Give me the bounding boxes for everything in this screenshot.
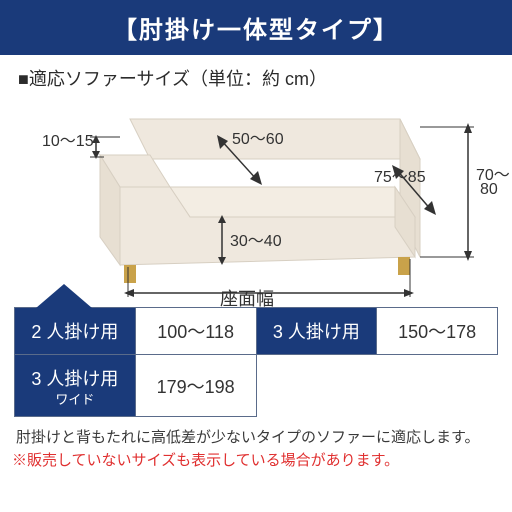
cell-empty bbox=[377, 355, 498, 417]
page-header: 【肘掛け一体型タイプ】 bbox=[0, 0, 512, 55]
size-table: 2 人掛け用 100～118 3 人掛け用 150～178 3 人掛け用 ワイド… bbox=[0, 307, 512, 417]
warning-text: ※販売していないサイズも表示している場合があります。 bbox=[0, 448, 512, 471]
table-row: 2 人掛け用 100～118 3 人掛け用 150～178 bbox=[15, 308, 498, 355]
cell-value-2seat: 100～118 bbox=[135, 308, 256, 355]
cell-value-3seat-wide: 179～198 bbox=[135, 355, 256, 417]
cell-label-3seat-wide-sub: ワイド bbox=[19, 393, 131, 406]
subheading: ■適応ソファーサイズ（単位：約 cm） bbox=[0, 55, 512, 97]
dim-arm-top: 10～15 bbox=[42, 127, 94, 151]
cell-label-3seat-wide: 3 人掛け用 ワイド bbox=[15, 355, 136, 417]
sofa-diagram: 10～15 50～60 30～40 75～85 70～ 80 座面幅 bbox=[0, 97, 512, 307]
cell-value-3seat: 150～178 bbox=[377, 308, 498, 355]
dim-arm-depth: 50～60 bbox=[232, 125, 284, 149]
dim-back-height-2: 80 bbox=[480, 181, 498, 199]
table-row: 3 人掛け用 ワイド 179～198 bbox=[15, 355, 498, 417]
dim-seat-height: 30～40 bbox=[230, 227, 282, 251]
note-text: 肘掛けと背もたれに高低差が少ないタイプのソファーに適応します。 bbox=[0, 417, 512, 448]
cell-label-2seat: 2 人掛け用 bbox=[15, 308, 136, 355]
cell-label-3seat-wide-main: 3 人掛け用 bbox=[31, 369, 118, 389]
cell-empty bbox=[256, 355, 377, 417]
cell-label-3seat: 3 人掛け用 bbox=[256, 308, 377, 355]
dim-seat-depth: 75～85 bbox=[374, 163, 426, 187]
table-pointer-triangle bbox=[36, 284, 92, 308]
